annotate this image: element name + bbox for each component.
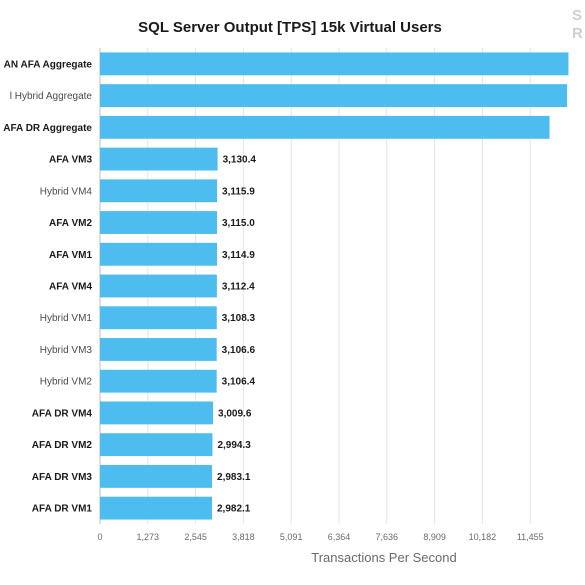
category-label: AFA VM3 — [49, 155, 92, 166]
category-label: Hybrid VM3 — [40, 345, 93, 356]
category-label: Hybrid VM1 — [40, 313, 93, 324]
bar — [100, 433, 213, 457]
bar — [100, 147, 218, 171]
bar — [100, 369, 217, 393]
chart-title: SQL Server Output [TPS] 15k Virtual User… — [138, 19, 442, 36]
x-tick-label: 11,455 — [517, 532, 544, 542]
bar — [100, 179, 218, 203]
category-label: AN AFA Aggregate — [4, 59, 93, 70]
bar — [100, 464, 213, 488]
category-label: AFA DR Aggregate — [3, 123, 92, 134]
logo-line-1: S — [572, 7, 582, 24]
x-tick-label: 3,818 — [232, 532, 255, 542]
bar — [100, 401, 214, 425]
x-tick-label: 8,909 — [423, 532, 446, 542]
bar — [100, 115, 550, 139]
value-label: 3,115.9 — [222, 186, 255, 197]
x-tick-label: 6,364 — [328, 532, 351, 542]
category-label: AFA VM1 — [49, 250, 92, 261]
bar — [100, 496, 212, 520]
value-label: 3,115.0 — [222, 218, 255, 229]
category-label: AFA DR VM4 — [32, 408, 93, 419]
category-label: AFA VM4 — [49, 282, 92, 293]
logo-line-2: R — [572, 25, 583, 42]
x-tick-label: 10,182 — [469, 532, 497, 542]
value-label: 2,982.1 — [217, 504, 251, 515]
bars: 3,130.4 3,115.9 3,115.0 3,114.9 3,112.4 3,108… — [100, 52, 569, 520]
x-tick-label: 5,091 — [280, 532, 303, 542]
bar — [100, 211, 217, 234]
category-label: AFA DR VM1 — [32, 504, 93, 515]
bar — [100, 306, 217, 330]
value-label: 2,983.1 — [217, 472, 251, 483]
category-label: AFA VM2 — [49, 218, 92, 229]
category-label: AFA DR VM2 — [32, 440, 93, 451]
bar — [100, 52, 569, 76]
bar — [100, 274, 217, 298]
category-label: AFA DR VM3 — [32, 472, 93, 483]
x-tick-label: 0 — [97, 532, 102, 542]
category-labels: AN AFA Aggregate l Hybrid Aggregate AFA DR… — [3, 59, 92, 514]
bar — [100, 338, 217, 361]
value-label: 3,106.4 — [222, 377, 256, 388]
x-tick-label: 2,545 — [184, 532, 207, 542]
x-tick-label: 1,273 — [137, 532, 160, 542]
category-label: Hybrid VM2 — [40, 377, 93, 388]
value-label: 3,108.3 — [222, 313, 256, 324]
value-label: 3,106.6 — [222, 345, 256, 356]
category-label: Hybrid VM4 — [40, 186, 93, 197]
value-label: 3,009.6 — [218, 408, 252, 419]
value-label: 3,130.4 — [223, 155, 257, 166]
x-ticks: 0 1,273 2,545 3,818 5,091 6,364 7,636 8,909 10,1… — [97, 532, 543, 542]
value-label: 3,112.4 — [222, 282, 255, 293]
x-tick-label: 7,636 — [376, 532, 399, 542]
value-label: 2,994.3 — [217, 440, 251, 451]
category-label: l Hybrid Aggregate — [10, 91, 93, 102]
bar — [100, 242, 217, 266]
x-axis-label: Transactions Per Second — [311, 550, 456, 565]
value-label: 3,114.9 — [222, 250, 255, 261]
bar — [100, 84, 568, 108]
